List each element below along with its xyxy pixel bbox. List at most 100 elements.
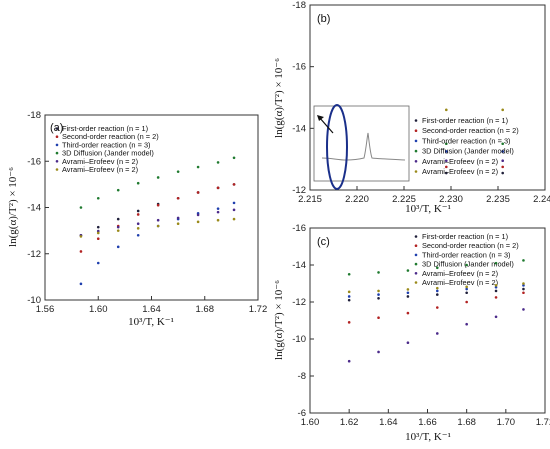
legend-marker bbox=[55, 168, 59, 171]
legend-marker bbox=[414, 139, 418, 143]
panel-c-legend: First-order reaction (n = 1)Second-order… bbox=[414, 232, 519, 287]
legend-marker bbox=[55, 160, 59, 163]
panel-b-ylabel: ln(g(α)/T²) × 10⁻⁶ bbox=[273, 58, 285, 138]
data-point bbox=[406, 288, 410, 291]
legend-entry: Third-order reaction (n = 3) bbox=[62, 140, 151, 149]
panel-b-frame bbox=[309, 4, 546, 191]
panel-c-xlabel: 10³/T, K⁻¹ bbox=[405, 431, 451, 443]
legend-marker bbox=[55, 151, 59, 155]
inset-ellipse bbox=[326, 104, 348, 190]
data-point bbox=[232, 201, 236, 205]
data-point bbox=[136, 213, 140, 216]
data-point bbox=[406, 269, 410, 272]
data-point bbox=[501, 159, 505, 163]
legend-entry: Second-order reaction (n = 2) bbox=[422, 241, 519, 250]
data-point bbox=[79, 282, 83, 286]
data-point bbox=[522, 287, 525, 291]
legend-marker bbox=[55, 135, 59, 138]
legend-marker bbox=[414, 129, 418, 132]
data-point bbox=[176, 222, 180, 225]
panel-c-ylabel: ln(g(α)/T²) × 10⁻⁶ bbox=[273, 280, 285, 360]
panel-a-ticks: 1.56 1.60 1.64 1.68 1.72 -10 -12 -14 -16 -18 bbox=[27, 110, 267, 315]
x-tick-label: 2.230 bbox=[439, 194, 463, 205]
data-point bbox=[216, 186, 220, 190]
data-point bbox=[196, 213, 200, 217]
data-point bbox=[494, 285, 498, 289]
data-point bbox=[445, 171, 448, 175]
data-point bbox=[79, 235, 83, 238]
data-point bbox=[435, 332, 439, 335]
legend-entry: Avrami–Erofeev (n = 2) bbox=[62, 157, 138, 166]
data-point bbox=[156, 224, 160, 228]
legend-marker bbox=[55, 127, 59, 130]
data-point bbox=[196, 165, 200, 169]
legend-entry: First-order reaction (n = 1) bbox=[62, 124, 148, 133]
legend-marker bbox=[414, 149, 418, 153]
data-point bbox=[116, 245, 120, 249]
y-tick-label: -14 bbox=[292, 123, 306, 134]
data-point bbox=[435, 266, 439, 270]
data-point bbox=[501, 171, 505, 175]
data-point bbox=[96, 225, 100, 229]
panel-b-xlabel: 10³/T, K⁻¹ bbox=[405, 203, 451, 215]
data-point bbox=[232, 217, 236, 221]
data-point bbox=[406, 311, 410, 315]
data-point bbox=[347, 295, 351, 298]
x-tick-label: 1.70 bbox=[497, 417, 516, 428]
legend-entry: Second-order reaction (n = 2) bbox=[422, 126, 519, 135]
data-point bbox=[216, 207, 220, 210]
data-point bbox=[116, 225, 120, 229]
data-point bbox=[232, 156, 236, 160]
data-point bbox=[445, 165, 448, 169]
data-point bbox=[377, 271, 380, 274]
data-point bbox=[501, 108, 505, 112]
data-point bbox=[494, 289, 498, 293]
data-point bbox=[465, 285, 468, 289]
data-point bbox=[347, 272, 351, 276]
data-point bbox=[377, 316, 380, 320]
data-point bbox=[501, 142, 505, 146]
data-point bbox=[216, 210, 220, 214]
data-point bbox=[96, 196, 100, 200]
x-tick-label: 2.225 bbox=[392, 194, 416, 205]
panel-c-label: (c) bbox=[317, 236, 330, 248]
data-point bbox=[156, 218, 160, 222]
data-point bbox=[501, 150, 505, 153]
data-point bbox=[445, 108, 448, 112]
panel-c-points bbox=[347, 259, 525, 363]
data-point bbox=[96, 261, 100, 265]
y-tick-label: -8 bbox=[298, 371, 306, 382]
legend-marker bbox=[414, 160, 418, 163]
data-point bbox=[465, 300, 468, 304]
data-point bbox=[116, 229, 120, 232]
data-point bbox=[445, 150, 448, 153]
data-point bbox=[176, 216, 180, 220]
x-tick-label: 1.60 bbox=[301, 417, 320, 428]
inset-spectrum-line bbox=[321, 132, 406, 161]
y-tick-label: -16 bbox=[292, 223, 306, 234]
legend-entry: 3D Diffusion (Jander model) bbox=[422, 260, 514, 269]
legend-entry: Avrami–Erofeev (n = 2) bbox=[62, 165, 138, 174]
data-point bbox=[216, 161, 220, 164]
data-point bbox=[136, 227, 140, 230]
y-tick-label: -14 bbox=[292, 260, 306, 271]
data-point bbox=[465, 322, 468, 326]
y-tick-label: -16 bbox=[27, 156, 41, 167]
x-tick-label: 1.68 bbox=[457, 417, 476, 428]
data-point bbox=[494, 315, 498, 319]
panel-b-legend: First-order reaction (n = 1)Second-order… bbox=[414, 116, 519, 176]
legend-entry: Avrami–Erofeev (n = 2) bbox=[422, 278, 498, 287]
y-tick-label: -18 bbox=[292, 0, 306, 11]
legend-marker bbox=[414, 262, 418, 266]
panel-c: (c) 1.60 1.62 1.64 1.66 1.68 1.70 1.72 -6 -8 -10 -… bbox=[273, 223, 550, 443]
data-point bbox=[116, 188, 120, 192]
data-point bbox=[96, 231, 100, 235]
data-point bbox=[347, 359, 351, 363]
data-point bbox=[79, 250, 83, 253]
data-point bbox=[136, 233, 140, 237]
y-tick-label: -12 bbox=[27, 249, 41, 260]
data-point bbox=[406, 295, 410, 298]
panel-a: (a) 1.561.601.641.681.72-10-12-14-16-18 … bbox=[7, 110, 267, 328]
data-point bbox=[494, 284, 498, 287]
